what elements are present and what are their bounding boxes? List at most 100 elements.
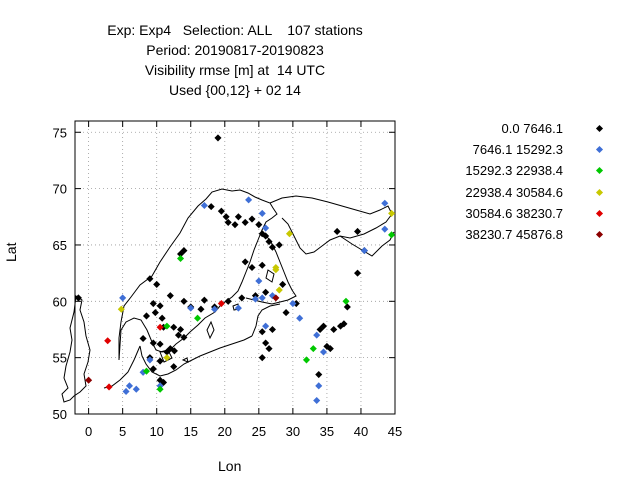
data-point-series-4 xyxy=(217,300,225,308)
data-point-series-3 xyxy=(285,230,294,238)
data-point-series-0 xyxy=(275,241,283,249)
data-point-series-2 xyxy=(142,367,151,375)
legend-label: 22938.4 30584.6 xyxy=(465,184,563,200)
data-point-series-0 xyxy=(238,294,246,302)
data-point-series-0 xyxy=(319,322,328,330)
y-tick-label: 70 xyxy=(53,182,67,197)
data-point-series-4 xyxy=(104,337,112,345)
data-point-series-0 xyxy=(262,339,270,347)
x-tick-label: 20 xyxy=(218,424,232,439)
data-point-series-0 xyxy=(214,134,222,142)
legend-label: 30584.6 38230.7 xyxy=(465,205,563,221)
x-tick-label: 25 xyxy=(252,424,266,439)
x-tick-label: 40 xyxy=(354,424,368,439)
data-point-series-3 xyxy=(275,286,283,294)
chart-title: Exp: Exp4 Selection: ALL 107 stations Pe… xyxy=(60,20,410,100)
data-point-series-0 xyxy=(258,354,266,362)
coastline-scandinavia xyxy=(118,188,278,361)
y-tick-label: 55 xyxy=(53,351,67,366)
data-point-series-0 xyxy=(149,339,157,347)
data-point-series-1 xyxy=(187,304,195,312)
data-point-series-5 xyxy=(85,376,93,384)
data-point-series-0 xyxy=(315,371,323,379)
legend-label: 7646.1 15292.3 xyxy=(472,142,563,158)
data-point-series-0 xyxy=(139,334,147,343)
data-point-series-0 xyxy=(234,213,242,221)
data-point-series-4 xyxy=(156,323,164,331)
title-line: Exp: Exp4 Selection: ALL 107 stations xyxy=(107,22,363,38)
y-tick-label: 65 xyxy=(53,238,67,253)
data-point-series-2 xyxy=(309,345,317,353)
y-axis-label: Lat xyxy=(3,242,19,262)
x-axis-label: Lon xyxy=(218,458,242,474)
legend-entry: 7646.1 15292.3 xyxy=(420,142,610,163)
legend-label: 15292.3 22938.4 xyxy=(465,163,563,179)
data-point-series-0 xyxy=(279,280,287,288)
legend-label: 0.0 7646.1 xyxy=(501,121,563,136)
data-point-series-2 xyxy=(163,322,171,330)
legend-label: 38230.7 45876.8 xyxy=(465,226,563,242)
coastline-kola xyxy=(269,195,393,255)
data-point-series-3 xyxy=(388,209,396,217)
data-point-series-0 xyxy=(340,320,348,328)
data-point-series-1 xyxy=(122,387,130,395)
x-tick-label: 0 xyxy=(85,424,92,439)
legend-marker xyxy=(595,188,604,196)
data-point-series-0 xyxy=(176,325,185,334)
data-point-series-3 xyxy=(272,266,280,274)
data-point-series-1 xyxy=(313,396,321,405)
y-tick-label: 50 xyxy=(53,407,67,422)
data-point-series-2 xyxy=(194,314,202,322)
data-point-series-0 xyxy=(151,309,159,317)
data-point-series-0 xyxy=(354,269,362,277)
data-point-series-0 xyxy=(222,213,230,221)
data-point-series-0 xyxy=(248,215,256,223)
data-point-series-0 xyxy=(258,261,266,269)
data-point-series-0 xyxy=(241,218,249,226)
x-tick-label: 10 xyxy=(149,424,163,439)
data-point-series-0 xyxy=(207,203,215,211)
data-point-series-1 xyxy=(296,314,304,322)
data-point-series-0 xyxy=(217,207,225,215)
x-tick-label: 5 xyxy=(119,424,126,439)
data-point-series-0 xyxy=(74,294,82,302)
data-point-series-2 xyxy=(342,297,350,305)
data-point-series-0 xyxy=(354,227,362,235)
data-point-series-0 xyxy=(282,309,290,317)
legend-marker xyxy=(595,230,604,238)
legend-entry: 38230.7 45876.8 xyxy=(420,227,610,248)
axes: 0 5 10 15 20 25 30 35 40 45 50 55 60 65 70 75 xyxy=(53,120,402,439)
coastline-white-sea xyxy=(339,231,395,257)
data-point-series-0 xyxy=(224,218,232,226)
data-point-series-0 xyxy=(158,314,166,322)
data-point-series-0 xyxy=(146,275,154,283)
legend-entry: 0.0 7646.1 xyxy=(420,121,610,142)
data-point-series-2 xyxy=(388,231,396,239)
coastline-finland xyxy=(245,231,297,305)
legend-marker xyxy=(595,209,604,217)
data-point-series-0 xyxy=(166,292,174,300)
x-tick-label: 45 xyxy=(388,424,402,439)
title-line: Period: 20190817-20190823 xyxy=(146,42,324,58)
data-point-series-3 xyxy=(117,305,125,313)
data-point-series-1 xyxy=(234,304,242,312)
legend-entry: 15292.3 22938.4 xyxy=(420,163,610,184)
coastline-denmark xyxy=(139,335,253,377)
data-point-series-1 xyxy=(381,225,389,233)
data-point-series-0 xyxy=(330,325,338,334)
data-point-series-0 xyxy=(231,221,239,229)
data-point-series-1 xyxy=(125,382,134,390)
coastline-britain xyxy=(61,295,91,403)
data-points xyxy=(74,134,396,405)
data-point-series-0 xyxy=(142,312,151,320)
data-point-series-1 xyxy=(360,247,368,255)
grid-lines xyxy=(75,121,395,414)
data-point-series-1 xyxy=(319,348,328,356)
data-point-series-0 xyxy=(149,365,157,373)
data-point-series-1 xyxy=(146,356,154,364)
data-point-series-0 xyxy=(248,263,256,272)
data-point-series-0 xyxy=(197,305,205,313)
data-point-series-0 xyxy=(265,238,273,246)
data-point-series-1 xyxy=(132,385,140,393)
legend-marker xyxy=(595,167,604,175)
